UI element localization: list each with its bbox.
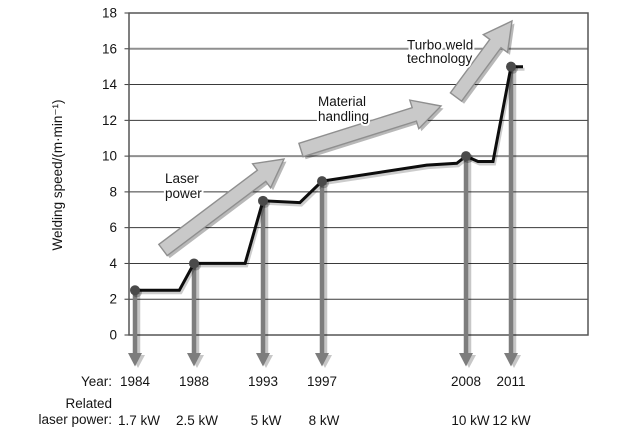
annotation-laser-power-line1: Laser xyxy=(165,171,199,186)
power-row-label-line2: laser power: xyxy=(38,412,112,427)
y-tick-label: 6 xyxy=(109,220,117,235)
plot-border xyxy=(128,12,589,336)
year-label-1993: 1993 xyxy=(248,374,278,389)
milestone-marker xyxy=(317,176,327,187)
year-label-2008: 2008 xyxy=(451,374,481,389)
drop-arrow-head xyxy=(504,353,518,367)
trend-arrows xyxy=(157,19,515,259)
y-tick-label: 0 xyxy=(109,328,117,343)
annotation-material-handling-line1: Material xyxy=(318,94,366,109)
annotation-material-handling-line2: handling xyxy=(318,109,369,124)
y-axis-title: Welding speed/(m·min⁻¹) xyxy=(50,100,65,251)
annotation-turbo-weld-line1: Turbo weld xyxy=(407,38,473,53)
drop-arrow-head xyxy=(315,353,329,367)
power-label-1988: 2.5 kW xyxy=(176,413,218,428)
milestone-markers xyxy=(130,61,518,298)
power-label-2008: 10 kW xyxy=(451,413,490,428)
year-label-1988: 1988 xyxy=(179,374,209,389)
y-tick-label: 16 xyxy=(102,41,117,56)
welding-speed-line xyxy=(135,65,523,292)
power-label-2011: 12 kW xyxy=(492,413,531,428)
power-label-1993: 5 kW xyxy=(251,413,282,428)
trend-arrow-turbo-weld xyxy=(449,19,513,103)
drop-arrow-head xyxy=(187,353,201,367)
milestone-drop-arrows xyxy=(128,66,521,368)
trend-arrow-material-handling xyxy=(298,99,443,158)
trend-arrow-laser-power xyxy=(157,158,286,257)
y-tick-label: 2 xyxy=(109,292,117,307)
power-label-1997: 8 kW xyxy=(309,413,340,428)
power-label-1984: 1.7 kW xyxy=(118,413,160,428)
welding-speed-line-shadow xyxy=(136,67,525,295)
y-tick-label: 8 xyxy=(109,184,117,199)
drop-arrow-head xyxy=(128,353,142,367)
year-label-2011: 2011 xyxy=(496,374,525,389)
milestone-marker xyxy=(130,285,140,296)
y-tick-label: 4 xyxy=(109,256,117,271)
milestone-marker xyxy=(258,195,268,206)
annotation-turbo-weld-line2: technology xyxy=(407,51,473,66)
milestone-marker xyxy=(506,61,516,72)
y-tick-label: 10 xyxy=(102,149,117,164)
milestone-marker xyxy=(189,258,199,269)
milestone-marker xyxy=(461,151,471,162)
y-tick-label: 14 xyxy=(102,77,118,92)
year-row-label: Year: xyxy=(81,374,112,389)
drop-arrow-head xyxy=(459,353,473,367)
power-row-label-line1: Related xyxy=(65,396,112,411)
year-label-1997: 1997 xyxy=(307,374,337,389)
y-tick-label: 12 xyxy=(102,113,117,128)
y-tick-label: 18 xyxy=(102,6,117,21)
year-label-1984: 1984 xyxy=(120,374,151,389)
annotation-laser-power-line2: power xyxy=(165,186,202,201)
drop-arrow-head xyxy=(256,353,270,367)
